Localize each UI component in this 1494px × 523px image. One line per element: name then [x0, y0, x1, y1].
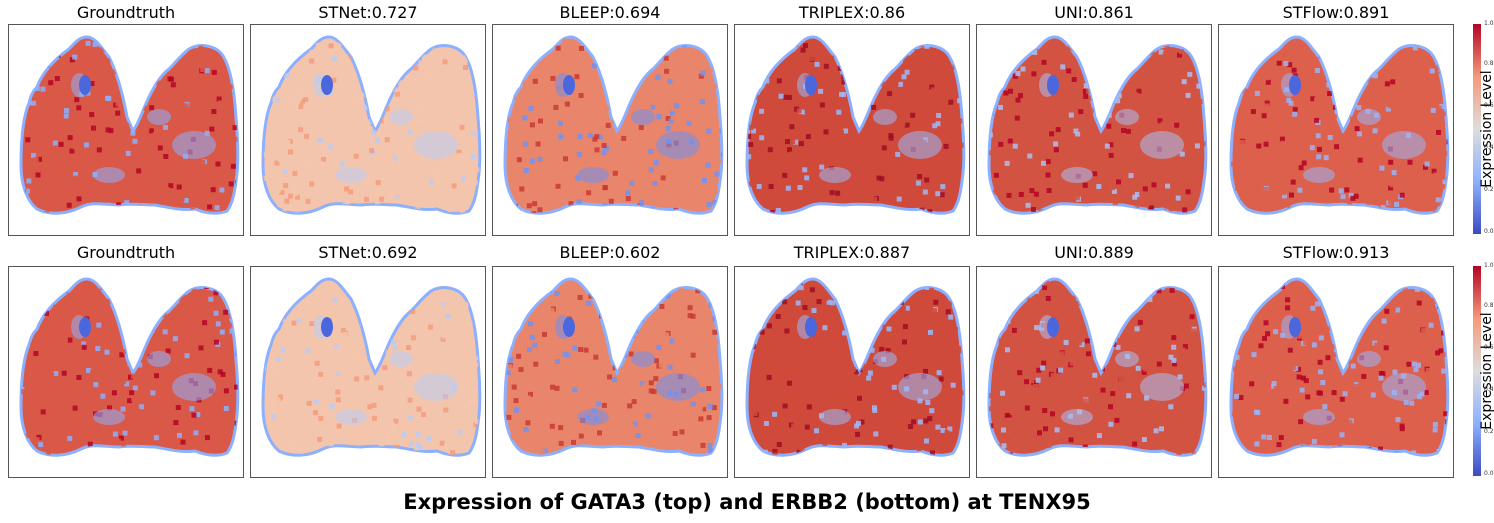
colorbar-tick: 1.0 [1484, 262, 1494, 269]
colorbar-tick: 0.0 [1484, 228, 1494, 235]
colorbar-tick: 0.4 [1484, 144, 1494, 151]
low-expression-spot [805, 75, 817, 95]
row-erbb2: Groundtruth STNet:0.692 BLEEP:0.602 TRIP… [0, 240, 1494, 480]
low-expression-spot [321, 317, 333, 337]
colorbar [1473, 266, 1481, 476]
colorbar-label-text: Expression Level [1479, 312, 1494, 430]
panel-title: UNI:0.889 [1054, 243, 1134, 262]
expression-map [734, 266, 970, 478]
low-expression-spot [1289, 75, 1301, 95]
colorbar-label: Expression Level [1478, 24, 1494, 234]
colorbar-label: Expression Level [1478, 266, 1494, 476]
low-expression-spot [805, 317, 817, 337]
panel-title: TRIPLEX:0.86 [798, 3, 906, 22]
expression-map [250, 24, 486, 236]
figure-caption: Expression of GATA3 (top) and ERBB2 (bot… [403, 490, 1091, 514]
colorbar-tick: 0.4 [1484, 386, 1494, 393]
colorbar-tick: 0.8 [1484, 302, 1494, 309]
expression-spots [21, 279, 238, 456]
expression-map [8, 24, 244, 236]
expression-spots [505, 279, 722, 456]
panel-title: Groundtruth [76, 3, 176, 22]
tissue-region [19, 35, 240, 215]
row-gata3: Groundtruth STNet:0.727 BLEEP:0.694 TRIP… [0, 0, 1494, 240]
colorbar-label-text: Expression Level [1479, 70, 1494, 188]
panel-title: STNet:0.727 [318, 3, 418, 22]
expression-spots [1231, 279, 1448, 456]
expression-map [492, 266, 728, 478]
expression-map [976, 266, 1212, 478]
colorbar-tick: 1.0 [1484, 20, 1494, 27]
panel-title: Groundtruth [76, 243, 176, 262]
low-expression-spot [1289, 317, 1301, 337]
panel-title: STFlow:0.891 [1282, 3, 1390, 22]
expression-map [734, 24, 970, 236]
panel-title: BLEEP:0.602 [559, 243, 661, 262]
panel-title: STNet:0.692 [318, 243, 418, 262]
panel-title: BLEEP:0.694 [559, 3, 661, 22]
expression-map [976, 24, 1212, 236]
expression-map [1218, 266, 1454, 478]
colorbar-tick: 0.2 [1484, 186, 1494, 193]
low-expression-spot [563, 317, 575, 337]
expression-map [492, 24, 728, 236]
low-expression-spot [321, 75, 333, 95]
panel-title: TRIPLEX:0.887 [793, 243, 911, 262]
tissue-region [745, 35, 966, 215]
expression-map [250, 266, 486, 478]
low-expression-spot [1047, 317, 1059, 337]
expression-map [1218, 24, 1454, 236]
colorbar-tick: 0.2 [1484, 428, 1494, 435]
figure-grid: Groundtruth STNet:0.727 BLEEP:0.694 TRIP… [0, 0, 1494, 480]
panel-title: UNI:0.861 [1054, 3, 1134, 22]
expression-map [8, 266, 244, 478]
low-expression-spot [79, 75, 91, 95]
low-expression-spot [563, 75, 575, 95]
expression-spots [263, 279, 480, 456]
colorbar-tick: 0.0 [1484, 470, 1494, 477]
panel-title: STFlow:0.913 [1282, 243, 1390, 262]
colorbar [1473, 24, 1481, 234]
colorbar-tick: 0.8 [1484, 60, 1494, 67]
colorbar-tick: 0.6 [1484, 344, 1494, 351]
low-expression-spot [1047, 75, 1059, 95]
expression-spots [989, 37, 1206, 214]
tissue-region [1229, 35, 1450, 215]
colorbar-tick: 0.6 [1484, 102, 1494, 109]
tissue-region [1229, 277, 1450, 457]
low-expression-spot [79, 317, 91, 337]
